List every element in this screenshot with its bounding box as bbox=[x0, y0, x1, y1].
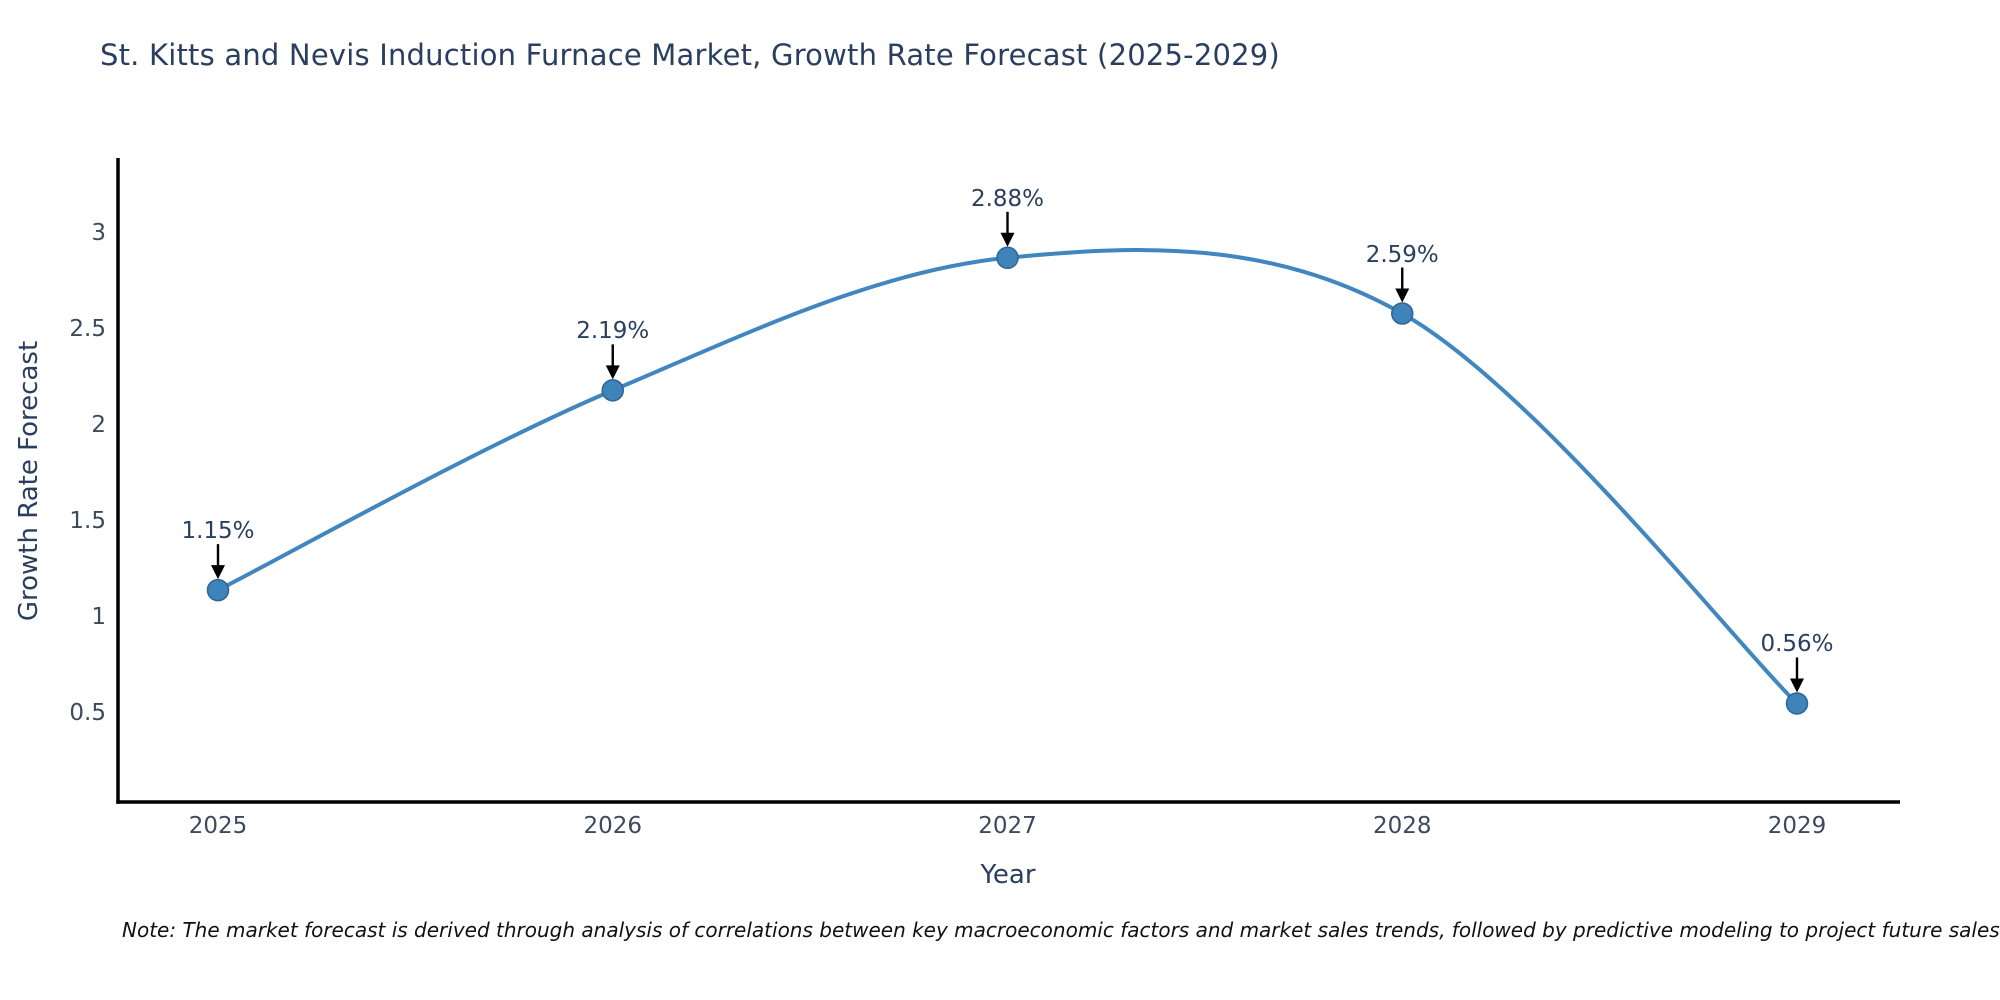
y-tick: 0.5 bbox=[69, 700, 106, 726]
point-annotation: 2.59% bbox=[1365, 241, 1439, 268]
point-annotation: 0.56% bbox=[1760, 631, 1834, 658]
point-annotation: 2.88% bbox=[970, 185, 1045, 212]
y-axis-title: Growth Rate Forecast bbox=[14, 340, 44, 622]
y-tick: 2.5 bbox=[69, 315, 106, 342]
x-axis-title: Year bbox=[980, 860, 1036, 890]
y-tick: 1 bbox=[91, 603, 106, 630]
x-tick: 2027 bbox=[978, 813, 1037, 839]
x-tick: 2026 bbox=[583, 813, 643, 839]
y-tick: 2 bbox=[91, 411, 106, 438]
footnote: Note: The market forecast is derived thr… bbox=[122, 918, 2000, 942]
point-annotation: 1.15% bbox=[181, 518, 255, 545]
y-tick: 1.5 bbox=[69, 507, 106, 534]
x-tick: 2025 bbox=[188, 813, 248, 839]
point-annotation: 2.19% bbox=[576, 318, 650, 345]
y-tick: 3 bbox=[91, 219, 106, 246]
chart-title: St. Kitts and Nevis Induction Furnace Ma… bbox=[100, 38, 1280, 72]
x-tick: 2028 bbox=[1372, 813, 1432, 839]
x-tick: 2029 bbox=[1767, 813, 1827, 839]
